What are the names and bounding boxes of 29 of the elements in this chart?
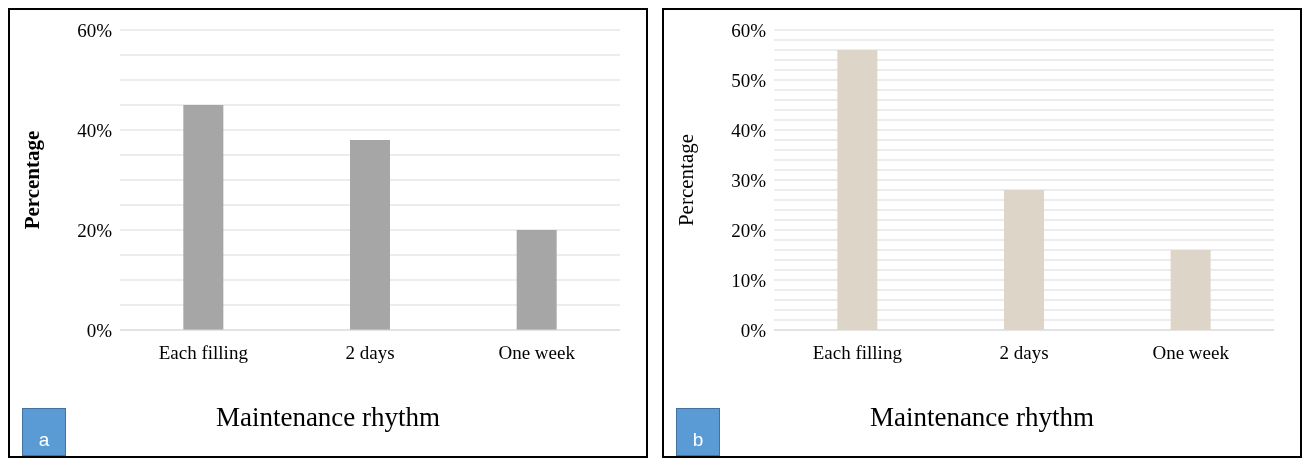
- x-tick-label: Each filling: [812, 342, 903, 364]
- bar: [183, 105, 224, 330]
- x-tick-label: One week: [498, 342, 576, 364]
- y-tick-label: 40%: [77, 119, 113, 141]
- text: b: [676, 408, 720, 456]
- y-tick-label: 40%: [731, 119, 767, 141]
- y-tick-label: 0%: [86, 319, 113, 341]
- bar: [1004, 190, 1044, 330]
- bar: [350, 140, 390, 330]
- x-axis-title: Maintenance rhythm: [215, 402, 441, 432]
- bar: [1170, 250, 1211, 330]
- y-axis-title: Percentage: [20, 130, 45, 230]
- y-tick-label: 0%: [740, 319, 767, 341]
- bar: [516, 230, 557, 330]
- text: a: [22, 408, 66, 456]
- y-tick-label: 30%: [731, 169, 767, 191]
- x-tick-label: One week: [1152, 342, 1230, 364]
- x-axis-title: Maintenance rhythm: [869, 402, 1095, 432]
- y-tick-label: 20%: [77, 219, 113, 241]
- bar: [837, 50, 878, 330]
- y-tick-label: 50%: [731, 69, 767, 91]
- y-axis-title: Percentage: [674, 133, 699, 227]
- x-tick-label: Each filling: [158, 342, 249, 364]
- y-tick-label: 20%: [731, 219, 767, 241]
- x-tick-label: 2 days: [999, 342, 1049, 364]
- y-tick-label: 60%: [77, 19, 113, 41]
- y-tick-label: 60%: [731, 19, 767, 41]
- y-tick-label: 10%: [731, 269, 767, 291]
- x-tick-label: 2 days: [345, 342, 395, 364]
